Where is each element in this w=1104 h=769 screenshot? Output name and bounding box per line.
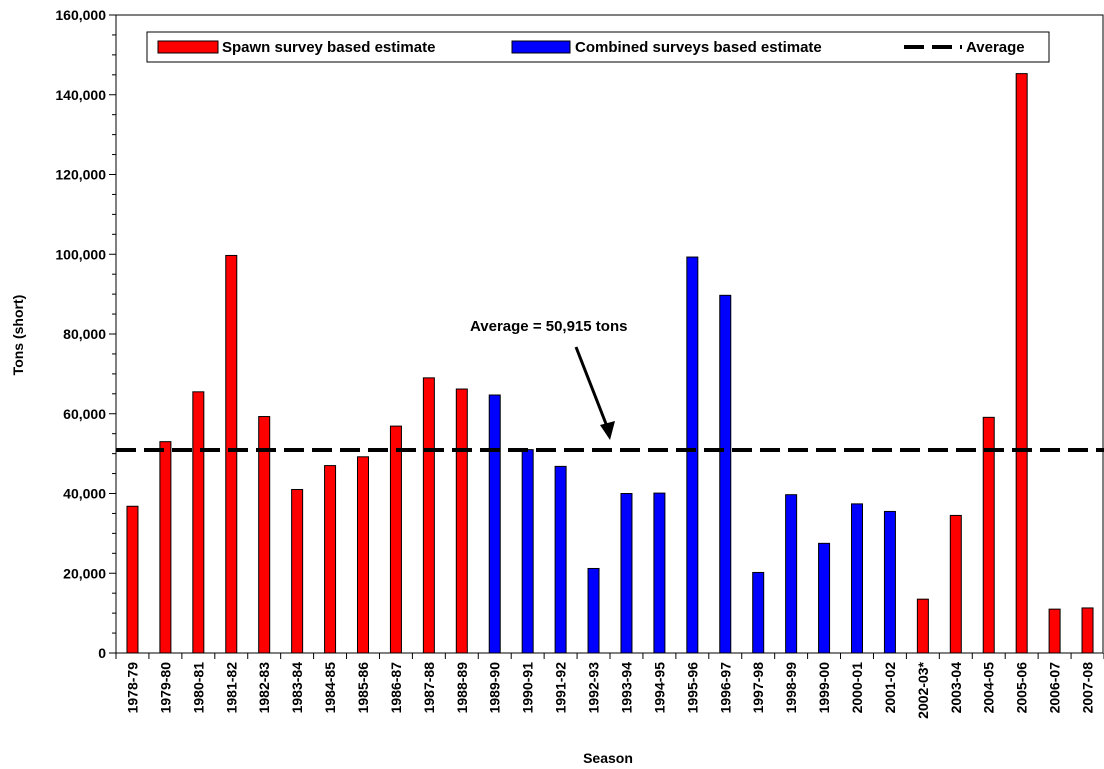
bar-1982-83 <box>258 416 271 654</box>
x-tick-label: 2004-05 <box>981 662 997 714</box>
x-tick-label: 1984-85 <box>322 662 338 714</box>
x-tick-label: 1997-98 <box>750 662 766 714</box>
bar-1990-91 <box>521 449 534 654</box>
x-tick-label: 2006-07 <box>1047 662 1063 714</box>
x-tick-label: 1986-87 <box>388 662 404 714</box>
bar-1995-96 <box>686 256 699 654</box>
x-tick-label: 1991-92 <box>553 662 569 714</box>
bar-2006-07 <box>1048 608 1061 654</box>
bar-2000-01 <box>851 503 863 654</box>
legend-label-spawn: Spawn survey based estimate <box>222 39 435 56</box>
y-tick-label: 80,000 <box>63 326 106 342</box>
y-tick-labels: 0 20,000 40,000 60,000 80,000 100,000 120,000 1… <box>55 7 106 661</box>
bar-1996-97 <box>719 294 732 654</box>
x-tick-label: 1996-97 <box>717 662 733 714</box>
y-tick-label: 100,000 <box>55 246 106 262</box>
bar-1985-86 <box>357 456 369 654</box>
bar-1991-92 <box>554 465 567 654</box>
bar-2003-04 <box>949 514 962 654</box>
annotation-arrow-shaft <box>574 346 610 430</box>
bar-2004-05 <box>982 416 995 654</box>
legend: Spawn survey based estimate Combined sur… <box>146 31 1050 63</box>
y-tick-label: 160,000 <box>55 7 106 23</box>
bar-1986-87 <box>389 425 402 654</box>
bar-2005-06 <box>1015 73 1028 654</box>
legend-label-combined: Combined surveys based estimate <box>575 39 822 56</box>
x-tick-label: 1982-83 <box>256 662 272 714</box>
bar-1987-88 <box>422 377 435 654</box>
y-tick-label: 140,000 <box>55 87 106 103</box>
bar-1988-89 <box>455 388 468 654</box>
bar-1998-99 <box>785 494 798 654</box>
x-tick-label: 1985-86 <box>355 662 371 714</box>
y-tick-label: 60,000 <box>63 406 106 422</box>
x-tick-label: 1979-80 <box>157 662 173 714</box>
x-tick-label: 1990-91 <box>520 662 536 714</box>
bar-2001-02 <box>883 510 896 654</box>
annotation-arrow-head <box>600 421 615 440</box>
bar-2002-03* <box>916 598 929 654</box>
x-tick-label: 2001-02 <box>882 662 898 714</box>
x-tick-label: 1994-95 <box>651 662 667 714</box>
bar-1978-79 <box>126 505 139 654</box>
bar-1997-98 <box>752 571 765 654</box>
bar-1994-95 <box>653 492 666 654</box>
x-tick-label: 1983-84 <box>289 662 305 714</box>
legend-swatch-spawn <box>157 40 219 54</box>
legend-label-average: Average <box>966 39 1025 56</box>
bars-group <box>126 73 1094 654</box>
x-tick-label: 1981-82 <box>223 662 239 714</box>
x-tick-label: 1999-00 <box>816 662 832 714</box>
bar-2007-08 <box>1081 607 1094 654</box>
y-tick-label: 40,000 <box>63 486 106 502</box>
average-annotation: Average = 50,915 tons <box>470 318 627 335</box>
x-tick-labels: 1978-79 1979-80 1980-81 1981-82 1982-83 1983-… <box>124 661 1095 718</box>
bar-1999-00 <box>818 542 831 654</box>
x-tick-label: 2005-06 <box>1014 662 1030 714</box>
y-tick-label: 0 <box>98 645 106 661</box>
y-axis-title: Tons (short) <box>10 295 26 376</box>
x-tick-label: 1987-88 <box>421 662 437 714</box>
x-tick-label: 2007-08 <box>1080 662 1096 714</box>
bar-1980-81 <box>192 391 205 654</box>
bar-1993-94 <box>620 493 633 654</box>
bar-1992-93 <box>587 567 600 654</box>
y-tick-label: 120,000 <box>55 167 106 183</box>
x-tick-label: 1989-90 <box>487 662 503 714</box>
legend-swatch-combined <box>511 40 571 54</box>
x-axis-title: Season <box>583 750 633 766</box>
x-tick-label: 1992-93 <box>586 662 602 714</box>
legend-box <box>146 31 1050 63</box>
bar-1981-82 <box>225 254 238 654</box>
x-tick-label: 1980-81 <box>190 662 206 714</box>
x-tick-label: 1998-99 <box>783 662 799 714</box>
x-tick-label: 2002-03* <box>915 661 931 718</box>
x-tick-label: 1988-89 <box>454 662 470 714</box>
bar-1984-85 <box>324 465 337 654</box>
bar-1983-84 <box>291 489 304 654</box>
x-tick-label: 1995-96 <box>684 662 700 714</box>
x-tick-label: 2000-01 <box>849 662 865 714</box>
x-tick-label: 2003-04 <box>948 662 964 714</box>
x-tick-label: 1993-94 <box>618 662 634 714</box>
axes-group <box>109 14 1104 659</box>
x-tick-label: 1978-79 <box>124 662 140 714</box>
bar-1979-80 <box>159 441 172 654</box>
bar-1989-90 <box>488 394 501 654</box>
y-tick-label: 20,000 <box>63 565 106 581</box>
